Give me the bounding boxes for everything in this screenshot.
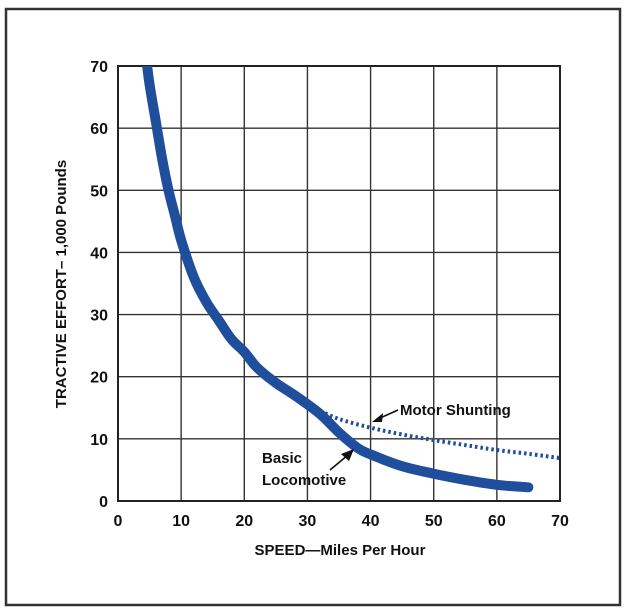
annotation-motor-shunting: Motor Shunting: [400, 402, 511, 419]
x-tick-label: 50: [425, 513, 443, 530]
x-tick-label: 30: [299, 513, 317, 530]
x-tick-label: 60: [488, 513, 506, 530]
y-axis-label: TRACTIVE EFFORT– 1,000 Pounds: [53, 160, 70, 408]
arrowhead-motor-shunting: [372, 413, 383, 422]
annotation-basic: Basic: [262, 450, 302, 467]
x-tick-label: 10: [172, 513, 190, 530]
series-line-basic-locomotive: [142, 66, 534, 493]
x-tick-label: 70: [551, 513, 569, 530]
x-tick-label: 0: [114, 513, 123, 530]
y-tick-label: 10: [90, 432, 108, 449]
arrowhead-basic-locomotive: [341, 449, 354, 461]
y-tick-label: 30: [90, 308, 108, 325]
y-tick-label: 20: [90, 370, 108, 387]
chart-frame: [4, 7, 622, 607]
x-axis-label: SPEED—Miles Per Hour: [255, 542, 426, 559]
x-tick-labels: 0 10 20 30 40 50 60 70: [114, 513, 569, 530]
y-tick-label: 0: [99, 494, 108, 511]
y-tick-labels: 0 10 20 30 40 50 60 70: [90, 59, 108, 511]
y-tick-label: 60: [90, 121, 108, 138]
y-tick-label: 40: [90, 245, 108, 262]
annotation-arrows: [329, 409, 399, 471]
annotation-locomotive: Locomotive: [262, 472, 346, 489]
y-tick-label: 50: [90, 183, 108, 200]
x-tick-label: 40: [362, 513, 380, 530]
series-layer: [142, 66, 560, 493]
y-tick-label: 70: [90, 59, 108, 76]
series-line-motor-shunting: [319, 409, 560, 461]
plot-border: [117, 65, 561, 502]
x-tick-label: 20: [235, 513, 253, 530]
